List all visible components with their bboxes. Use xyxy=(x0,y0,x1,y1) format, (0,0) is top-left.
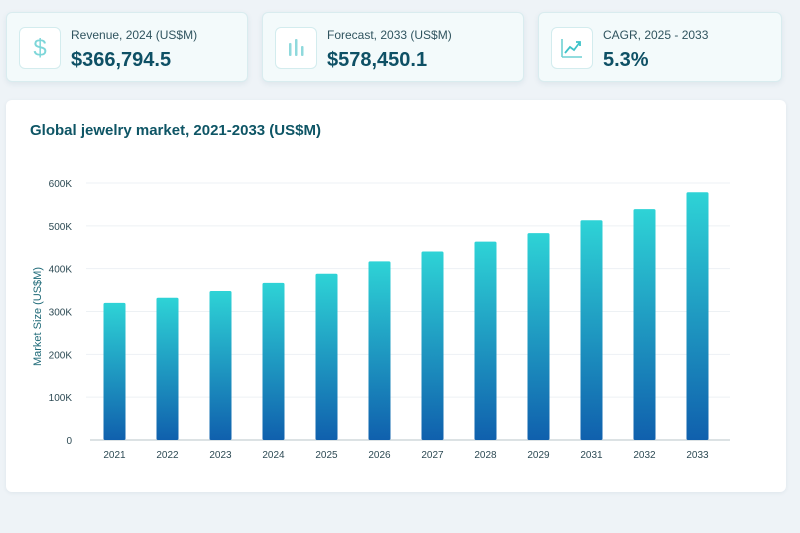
kpi-card-forecast: Forecast, 2033 (US$M) $578,450.1 xyxy=(262,12,524,82)
x-tick-label: 2025 xyxy=(315,450,338,461)
svg-text:$: $ xyxy=(33,35,46,61)
y-axis-label: Market Size (US$M) xyxy=(32,267,44,366)
x-tick-label: 2023 xyxy=(209,450,232,461)
x-tick-label: 2033 xyxy=(686,450,709,461)
bar-chart: 0 100K 200K 300K 400K 500K 600K 2021 2022 2023 202… xyxy=(32,179,730,461)
bar-2028 xyxy=(474,241,497,440)
y-tick-label: 200K xyxy=(49,350,73,361)
bar-2024 xyxy=(262,282,285,440)
bar-chart-icon xyxy=(275,27,317,69)
bar-2021 xyxy=(103,302,126,440)
bar-2029 xyxy=(527,233,550,440)
dollar-icon: $ xyxy=(19,27,61,69)
x-tick-label: 2022 xyxy=(156,450,179,461)
kpi-value: $578,450.1 xyxy=(327,49,428,71)
x-tick-label: 2028 xyxy=(474,450,497,461)
bar-2032 xyxy=(633,209,656,440)
bar-2023 xyxy=(209,290,232,440)
y-tick-label: 300K xyxy=(49,308,73,319)
kpi-card-cagr: CAGR, 2025 - 2033 5.3% xyxy=(538,12,782,82)
y-tick-label: 600K xyxy=(49,179,73,190)
bar-2022 xyxy=(156,297,179,440)
kpi-card-revenue: $ Revenue, 2024 (US$M) $366,794.5 xyxy=(6,12,248,82)
bar-2031 xyxy=(580,220,603,440)
y-tick-label: 0 xyxy=(66,436,72,447)
x-tick-label: 2029 xyxy=(527,450,550,461)
x-tick-label: 2026 xyxy=(368,450,391,461)
y-tick-label: 500K xyxy=(49,222,73,233)
bar-2026 xyxy=(368,261,391,440)
y-tick-label: 100K xyxy=(49,393,73,404)
x-tick-label: 2024 xyxy=(262,450,285,461)
bar-2033 xyxy=(686,192,709,440)
x-tick-label: 2031 xyxy=(580,450,603,461)
trend-line-icon xyxy=(551,27,593,69)
bar-2027 xyxy=(421,251,444,440)
y-tick-label: 400K xyxy=(49,265,73,276)
kpi-label: Forecast, 2033 (US$M) xyxy=(327,28,452,42)
kpi-label: Revenue, 2024 (US$M) xyxy=(71,28,198,42)
chart-title: Global jewelry market, 2021-2033 (US$M) xyxy=(30,122,321,139)
kpi-value: $366,794.5 xyxy=(71,49,172,71)
kpi-value: 5.3% xyxy=(603,49,649,71)
x-tick-label: 2021 xyxy=(103,450,126,461)
x-tick-label: 2027 xyxy=(421,450,444,461)
bar-2025 xyxy=(315,273,338,440)
chart-panel: Global jewelry market, 2021-2033 (US$M) … xyxy=(6,100,786,492)
kpi-label: CAGR, 2025 - 2033 xyxy=(603,28,709,42)
x-tick-label: 2032 xyxy=(633,450,656,461)
